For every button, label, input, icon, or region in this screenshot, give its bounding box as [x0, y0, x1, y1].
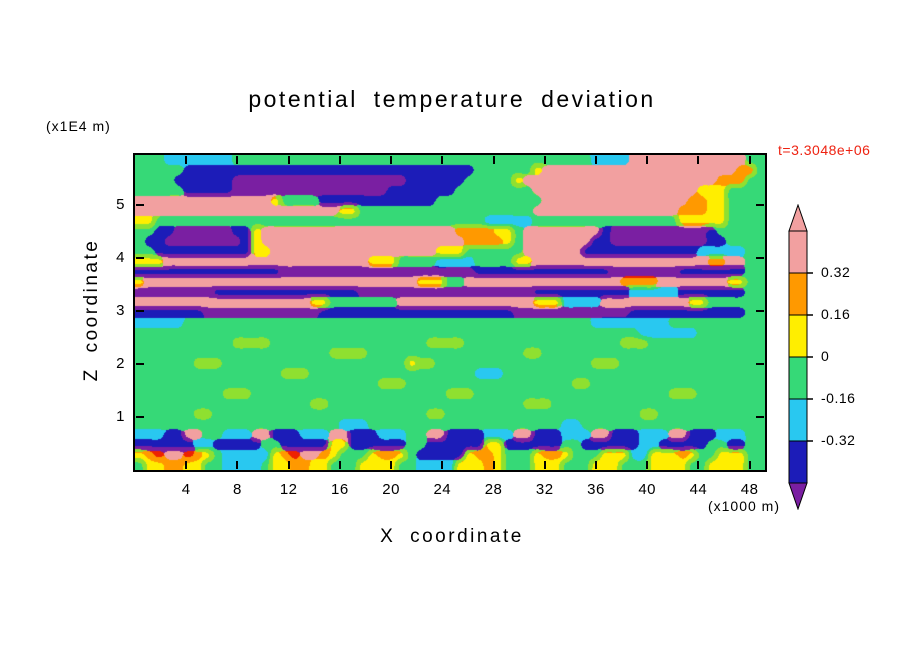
y-tick-label: 1 [116, 407, 125, 425]
x-tick-label: 24 [433, 481, 452, 498]
y-tick-mark [756, 309, 764, 312]
x-tick-label: 48 [740, 481, 759, 498]
colorbar-segment [788, 314, 808, 358]
x-tick-mark [748, 461, 751, 469]
y-axis-unit-label: (x1E4 m) [46, 118, 111, 134]
x-tick-mark [185, 461, 188, 469]
time-stamp-label: t=3.3048e+06 [778, 142, 871, 158]
y-tick-label: 5 [116, 195, 125, 213]
y-tick-label: 3 [116, 301, 125, 319]
contour-field-canvas [135, 155, 765, 470]
colorbar-segment [788, 398, 808, 442]
x-tick-mark [594, 461, 597, 469]
y-tick-label: 2 [116, 354, 125, 372]
x-tick-mark [697, 156, 700, 164]
y-tick-mark [136, 362, 144, 365]
x-axis-unit-label: (x1000 m) [707, 498, 780, 514]
x-tick-mark [236, 156, 239, 164]
plot-title: potential temperature deviation [248, 86, 656, 112]
x-tick-label: 36 [587, 481, 605, 498]
colorbar-segment [788, 440, 808, 484]
x-tick-label: 4 [181, 481, 191, 498]
plot-frame [133, 153, 767, 472]
x-tick-mark [441, 461, 444, 469]
y-tick-mark [136, 415, 144, 418]
x-tick-mark [287, 461, 290, 469]
colorbar-segment [788, 356, 808, 400]
y-tick-mark [756, 203, 764, 206]
x-tick-mark [287, 156, 290, 164]
x-tick-label: 32 [535, 481, 554, 498]
x-tick-mark [492, 156, 495, 164]
colorbar-top-arrow [788, 203, 808, 232]
y-tick-mark [756, 415, 764, 418]
y-tick-mark [136, 203, 144, 206]
x-tick-mark [697, 461, 700, 469]
x-tick-mark [646, 156, 649, 164]
colorbar-tick-label: 0.16 [821, 306, 851, 322]
x-tick-label: 12 [279, 481, 298, 498]
x-tick-mark [390, 156, 393, 164]
x-tick-mark [646, 461, 649, 469]
y-tick-mark [136, 256, 144, 259]
x-tick-mark [441, 156, 444, 164]
colorbar-segment [788, 230, 808, 274]
x-tick-label: 40 [638, 481, 657, 498]
colorbar-bottom-arrow [788, 482, 808, 511]
colorbar-tick-label: 0 [821, 348, 830, 364]
x-tick-mark [338, 156, 341, 164]
x-tick-label: 44 [689, 481, 708, 498]
x-tick-label: 20 [382, 481, 400, 498]
x-tick-mark [594, 156, 597, 164]
x-tick-mark [390, 461, 393, 469]
colorbar-tick-label: -0.32 [821, 432, 856, 448]
x-tick-label: 28 [484, 481, 503, 498]
y-tick-mark [136, 309, 144, 312]
x-tick-label: 8 [233, 481, 242, 498]
x-tick-mark [748, 156, 751, 164]
colorbar [784, 203, 814, 511]
x-tick-mark [185, 156, 188, 164]
x-tick-mark [543, 156, 546, 164]
colorbar-tick-label: 0.32 [821, 264, 851, 280]
x-tick-mark [492, 461, 495, 469]
x-tick-label: 16 [331, 481, 349, 498]
colorbar-tick-label: -0.16 [821, 390, 856, 406]
x-tick-mark [543, 461, 546, 469]
y-tick-mark [756, 256, 764, 259]
x-tick-mark [236, 461, 239, 469]
x-axis-title: X coordinate [380, 526, 524, 547]
colorbar-segment [788, 272, 808, 316]
y-tick-label: 4 [116, 248, 125, 266]
x-tick-mark [338, 461, 341, 469]
y-tick-mark [756, 362, 764, 365]
